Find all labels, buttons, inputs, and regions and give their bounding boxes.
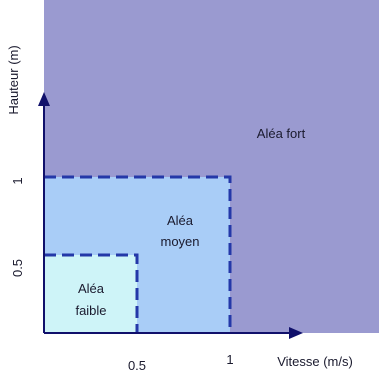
zone-alea-faible [44,255,137,333]
label-alea-moyen-line2: moyen [160,234,199,249]
x-tick-label-0-5: 0.5 [128,358,146,373]
y-axis-title: Hauteur (m) [6,45,21,114]
label-alea-moyen-line1: Aléa [167,213,194,228]
label-alea-faible-line2: faible [75,303,106,318]
boundary-moyen-dashed [44,175,232,333]
x-axis-arrowhead [289,327,303,339]
x-axis-title: Vitesse (m/s) [277,354,353,369]
boundary-faible-dashed [44,253,139,333]
y-tick-label-1: 1 [10,177,25,184]
label-alea-faible-line1: Aléa [78,281,105,296]
y-axis-arrowhead [38,92,50,106]
x-tick-label-1: 1 [226,352,233,367]
y-tick-label-0-5: 0.5 [10,259,25,277]
label-alea-fort: Aléa fort [257,126,306,141]
